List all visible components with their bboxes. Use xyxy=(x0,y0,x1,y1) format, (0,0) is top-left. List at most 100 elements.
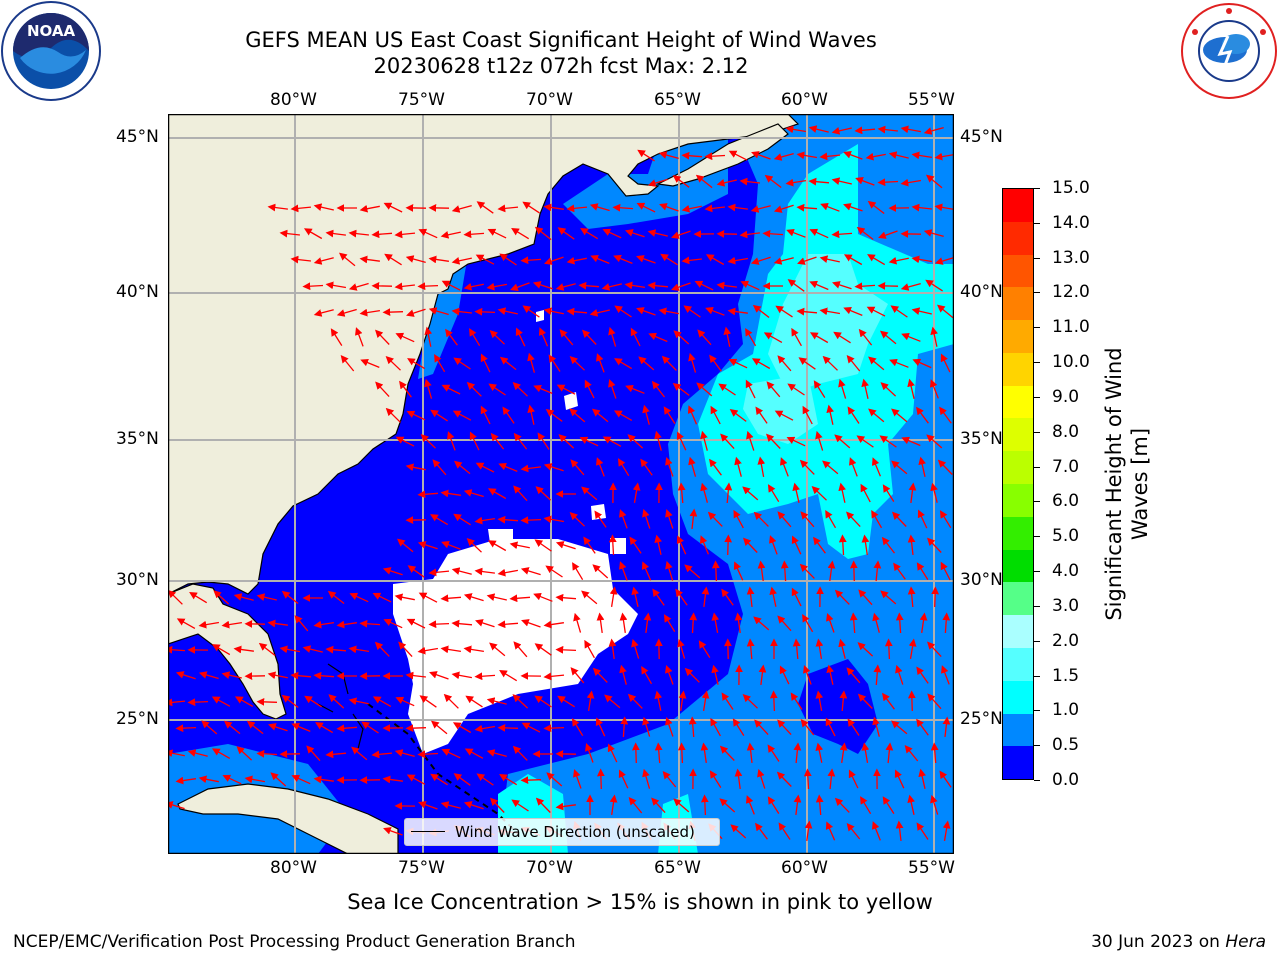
wave-direction-arrow xyxy=(654,430,662,451)
wave-direction-arrow xyxy=(834,434,851,449)
wave-direction-arrow xyxy=(355,327,364,347)
wave-direction-arrow xyxy=(746,638,755,660)
wave-direction-arrow xyxy=(348,229,369,238)
wave-direction-arrow xyxy=(907,794,915,815)
wave-direction-arrow xyxy=(407,565,425,578)
wave-direction-arrow xyxy=(911,151,933,160)
wave-direction-arrow xyxy=(522,305,540,318)
wave-direction-arrow xyxy=(582,329,597,345)
wave-direction-arrow xyxy=(256,749,278,758)
wave-direction-arrow xyxy=(746,742,755,763)
wave-direction-arrow xyxy=(704,204,725,213)
wave-direction-arrow xyxy=(405,255,426,264)
wave-direction-arrow xyxy=(348,282,369,291)
wave-direction-arrow xyxy=(799,563,815,579)
wave-direction-arrow xyxy=(469,431,480,451)
wave-direction-arrow xyxy=(861,742,870,764)
wave-direction-arrow xyxy=(619,509,628,529)
wave-direction-arrow xyxy=(569,408,586,423)
wave-direction-arrow xyxy=(453,357,471,370)
wave-direction-arrow xyxy=(609,794,618,815)
wave-direction-arrow xyxy=(911,307,932,315)
wave-direction-arrow xyxy=(608,379,617,399)
wave-direction-arrow xyxy=(739,177,760,186)
wave-direction-arrow xyxy=(168,589,183,605)
wave-zone-0-0-5-se xyxy=(798,659,878,754)
wave-direction-arrow xyxy=(658,151,679,160)
wave-direction-arrow xyxy=(325,645,347,654)
wave-direction-arrow xyxy=(769,690,778,712)
wave-direction-arrow xyxy=(778,822,791,840)
wave-direction-arrow xyxy=(474,516,496,525)
wave-direction-arrow xyxy=(709,354,722,372)
wave-direction-arrow xyxy=(429,671,449,680)
wave-direction-arrow xyxy=(555,593,577,602)
wave-direction-arrow xyxy=(930,794,939,815)
wave-direction-arrow xyxy=(211,696,231,707)
wave-direction-arrow xyxy=(489,330,505,345)
wave-direction-arrow xyxy=(198,775,219,784)
wave-direction-arrow xyxy=(543,620,564,629)
wave-direction-arrow xyxy=(453,513,471,526)
wave-direction-arrow xyxy=(267,203,288,212)
wave-direction-arrow xyxy=(488,383,506,396)
wave-direction-arrow xyxy=(513,485,528,502)
wave-direction-arrow xyxy=(399,380,412,398)
wave-direction-arrow xyxy=(907,586,916,608)
wave-direction-arrow xyxy=(359,204,380,213)
wave-direction-arrow xyxy=(625,384,645,394)
wave-direction-arrow xyxy=(475,462,495,473)
colorbar-tick-mark xyxy=(1034,292,1040,294)
wave-direction-arrow xyxy=(441,280,461,291)
wave-direction-arrow xyxy=(892,511,907,527)
wave-direction-arrow xyxy=(463,489,484,498)
wave-direction-arrow xyxy=(721,692,734,710)
wave-direction-arrow xyxy=(888,151,909,159)
wave-direction-arrow xyxy=(815,638,824,660)
wave-direction-arrow xyxy=(838,378,847,399)
wave-direction-arrow xyxy=(803,665,812,685)
wave-direction-arrow xyxy=(659,203,679,212)
wave-direction-arrow xyxy=(762,229,784,238)
wave-direction-arrow xyxy=(246,720,264,735)
land-north-america xyxy=(168,114,800,595)
wave-direction-arrow xyxy=(846,667,861,684)
wave-direction-arrow xyxy=(721,588,734,606)
wave-direction-arrow xyxy=(502,406,515,424)
wave-direction-arrow xyxy=(746,430,755,451)
wave-direction-arrow xyxy=(175,776,196,785)
wave-direction-arrow xyxy=(654,742,663,764)
wave-direction-arrow xyxy=(846,354,861,372)
wave-direction-arrow xyxy=(753,616,770,631)
wave-direction-arrow xyxy=(925,279,943,292)
wave-direction-arrow xyxy=(871,821,881,841)
wave-direction-arrow xyxy=(815,742,824,763)
wave-direction-arrow xyxy=(694,280,714,291)
wave-direction-arrow xyxy=(798,357,816,370)
wave-direction-arrow xyxy=(187,749,208,757)
wave-direction-arrow xyxy=(901,436,921,447)
colorbar-tick-mark xyxy=(1034,501,1040,503)
wave-direction-arrow xyxy=(890,305,908,318)
wave-direction-arrow xyxy=(394,230,416,239)
wave-direction-arrow xyxy=(497,307,518,316)
wave-direction-arrow xyxy=(767,744,780,762)
wave-direction-arrow xyxy=(766,433,781,449)
wave-direction-arrow xyxy=(681,151,703,160)
wave-direction-arrow xyxy=(843,203,863,212)
wave-direction-arrow xyxy=(719,798,736,813)
wave-direction-arrow xyxy=(302,645,323,653)
wave-direction-arrow xyxy=(671,282,691,291)
wave-direction-arrow xyxy=(608,638,617,659)
wave-direction-arrow xyxy=(663,614,676,633)
wave-direction-arrow xyxy=(302,282,324,291)
wave-direction-arrow xyxy=(201,720,218,735)
wave-direction-arrow xyxy=(796,203,818,212)
wave-direction-arrow xyxy=(911,203,932,212)
wave-direction-arrow xyxy=(304,695,322,708)
wave-direction-arrow xyxy=(710,405,721,425)
wave-direction-arrow xyxy=(843,306,863,317)
wave-direction-arrow xyxy=(793,794,802,815)
wave-direction-arrow xyxy=(592,564,609,579)
wave-direction-arrow xyxy=(279,229,300,238)
